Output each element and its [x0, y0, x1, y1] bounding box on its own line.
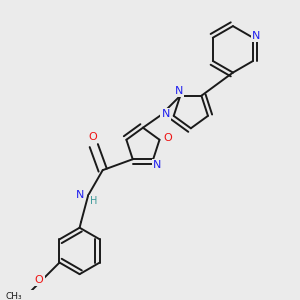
Text: H: H	[90, 196, 98, 206]
Text: O: O	[35, 275, 44, 285]
Text: O: O	[88, 132, 97, 142]
Text: N: N	[175, 85, 183, 95]
Text: N: N	[153, 160, 162, 170]
Text: O: O	[164, 133, 172, 143]
Text: N: N	[76, 190, 84, 200]
Text: N: N	[161, 110, 170, 119]
Text: CH₃: CH₃	[6, 292, 22, 300]
Text: N: N	[252, 31, 261, 41]
